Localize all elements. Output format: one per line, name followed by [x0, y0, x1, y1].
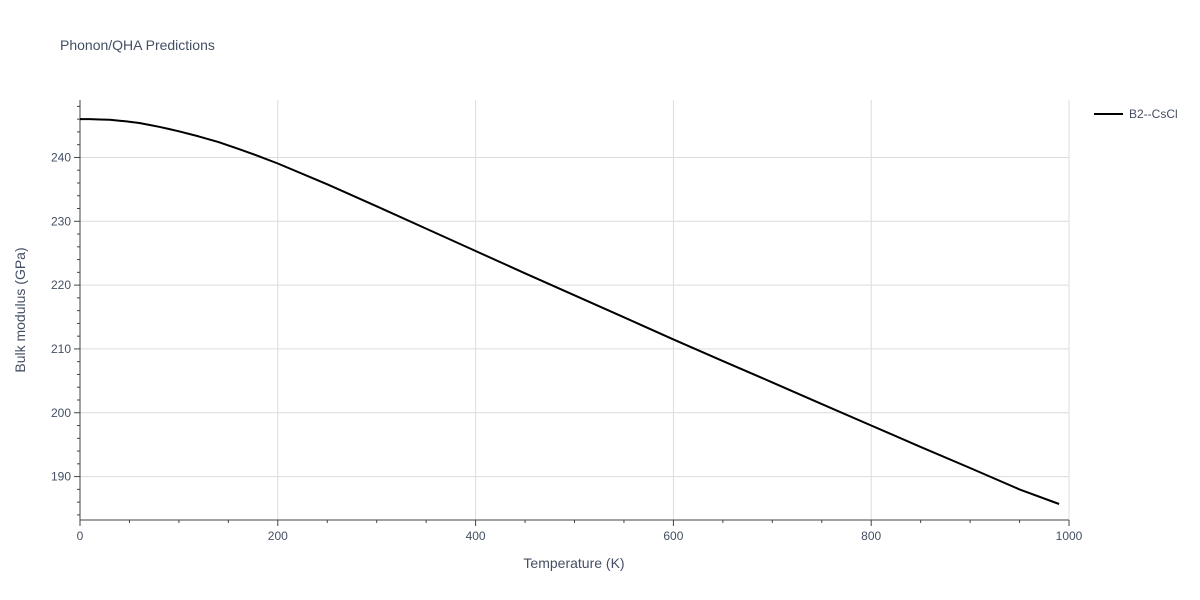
y-tick-label: 210 — [51, 342, 71, 356]
plot-area — [80, 118, 1060, 505]
y-tick-label: 230 — [51, 214, 71, 228]
chart-title: Phonon/QHA Predictions — [60, 37, 215, 53]
y-tick-label: 190 — [51, 470, 71, 484]
legend[interactable]: B2--CsCl — [1094, 107, 1178, 121]
y-tick-label: 220 — [51, 278, 71, 292]
y-tick-label: 240 — [51, 150, 71, 164]
series-line — [80, 118, 1060, 505]
y-axis-title: Bulk modulus (GPa) — [12, 247, 28, 372]
grid — [80, 100, 1070, 520]
axes: 0 200 400 600 800 1000 190 200 210 220 230 240 — [51, 100, 1083, 543]
x-axis-title: Temperature (K) — [523, 555, 624, 571]
x-tick-label: 200 — [268, 529, 288, 543]
x-tick-label: 0 — [77, 529, 84, 543]
y-tick-label: 200 — [51, 406, 71, 420]
x-tick-label: 600 — [663, 529, 683, 543]
x-tick-label: 1000 — [1056, 529, 1083, 543]
x-tick-label: 400 — [466, 529, 486, 543]
legend-label: B2--CsCl — [1129, 107, 1178, 121]
x-tick-label: 800 — [861, 529, 881, 543]
